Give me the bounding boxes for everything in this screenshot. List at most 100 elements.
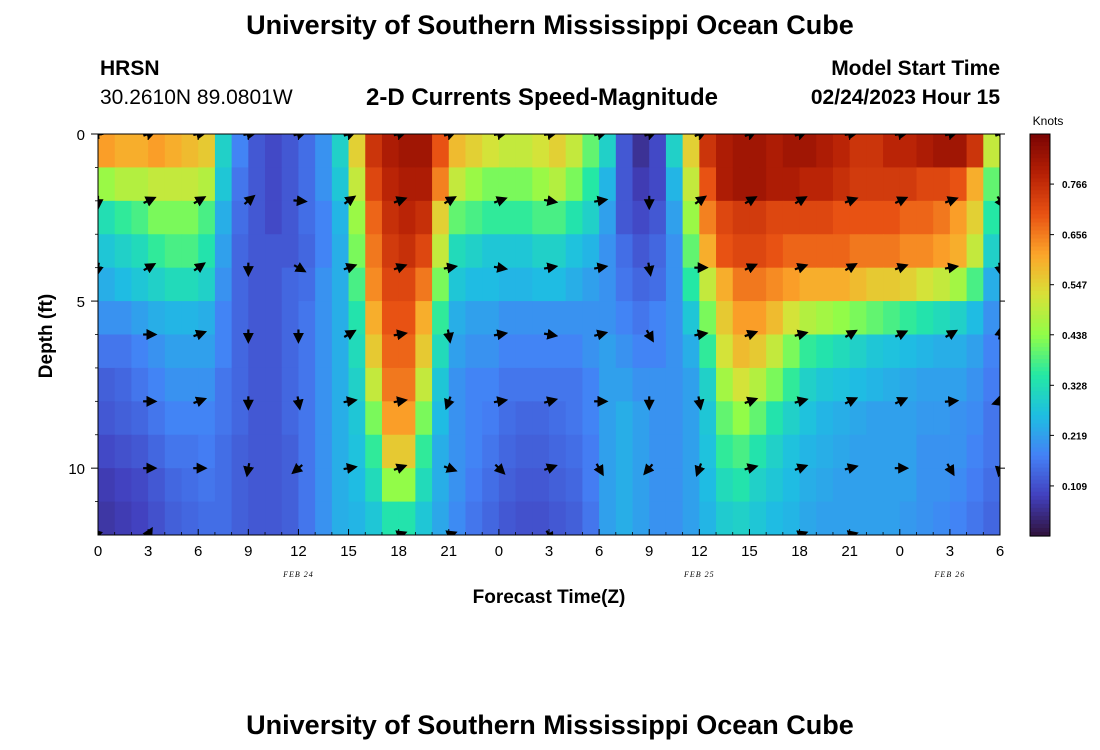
heatmap-cell [98,234,116,269]
heatmap-cell [866,267,884,302]
heatmap-cell [615,501,634,535]
current-vector [894,134,910,140]
current-vector [744,134,758,140]
heatmap-cell [582,134,600,169]
heatmap-cell [331,334,350,369]
heatmap-cell [432,301,450,336]
heatmap-cell [799,367,817,402]
heatmap-cell [615,301,634,336]
heatmap-cell [265,167,283,202]
heatmap-cell [348,501,366,535]
heatmap-cell [198,167,216,202]
current-vector [744,396,759,408]
heatmap-cell [214,301,233,336]
current-vector [292,396,304,411]
heatmap-cell [515,401,533,436]
heatmap-cell [515,501,533,535]
heatmap-cell [799,134,817,169]
heatmap-cell [766,200,784,235]
heatmap-cell [214,234,233,269]
heatmap-cell [599,267,617,302]
colorbar-segment [1030,351,1050,356]
heatmap-cell [615,434,634,469]
heatmap-cell [899,334,918,369]
heatmap-cell [148,134,166,169]
current-vector [343,263,358,274]
heatmap-cell [682,200,700,235]
colorbar-segment [1030,387,1050,392]
heatmap-cell [348,434,366,469]
current-vector [744,263,758,274]
colorbar-segment [1030,314,1050,320]
heatmap-cell [549,267,567,302]
heatmap-cell [582,167,600,202]
heatmap-cell [866,468,884,503]
heatmap-cell [114,234,133,269]
colorbar-segment [1030,347,1050,352]
heatmap-cell [415,334,433,369]
heatmap-cell [114,301,133,336]
heatmap-cell [766,301,784,336]
heatmap-cell [131,401,149,436]
heatmap-cell [916,301,934,336]
current-vector [844,329,858,341]
heatmap-cell [214,434,233,469]
heatmap-cell [983,200,1000,235]
heatmap-cell [799,401,817,436]
heatmap-cell [298,334,316,369]
colorbar-segment [1030,238,1050,244]
current-vector [744,329,759,341]
heatmap-cell [265,401,283,436]
heatmap-cell [114,367,133,402]
heatmap-cell [933,267,951,302]
heatmap-cell [799,334,817,369]
heatmap-cell [782,334,801,369]
heatmap-cell [498,200,517,235]
heatmap-cell [281,334,300,369]
current-vector [844,397,859,407]
heatmap-cell [181,267,199,302]
colorbar-segment [1030,439,1050,445]
colorbar-segment [1030,134,1050,139]
heatmap-cell [214,167,233,202]
heatmap-cell [365,334,383,369]
heatmap-cell [381,501,400,535]
heatmap-cell [498,167,517,202]
heatmap-cell [164,367,183,402]
colorbar-segment [1030,475,1050,481]
current-vector [944,262,960,274]
heatmap-cell [949,468,968,503]
heatmap-cell [465,334,483,369]
colorbar-segment [1030,519,1050,525]
current-vector [193,396,208,408]
heatmap-cell [732,301,751,336]
heatmap-cell [315,167,333,202]
heatmap-cell [916,367,934,402]
heatmap-cell [916,501,934,535]
heatmap-cell [198,434,216,469]
colorbar-segment [1030,282,1050,288]
heatmap-cell [899,401,918,436]
heatmap-cell [365,401,383,436]
heatmap-cell [98,267,116,302]
heatmap-cell [148,167,166,202]
heatmap-cell [699,367,717,402]
heatmap-cell [465,234,483,269]
heatmap-cell [365,234,383,269]
heatmap-cell [164,468,183,503]
current-vector [493,196,508,207]
heatmap-cell [348,267,366,302]
heatmap-cell [498,267,517,302]
heatmap-cell [281,401,300,436]
heatmap-cell [432,134,450,169]
current-vector [794,196,808,207]
station-name: HRSN [100,57,160,80]
colorbar-segment [1030,451,1050,457]
heatmap-cell [448,267,467,302]
current-vector [945,329,959,341]
heatmap-cell [832,267,851,302]
x-tick-label: 18 [390,543,407,560]
colorbar-segment [1030,214,1050,220]
heatmap-cell [549,234,567,269]
heatmap-cell [816,267,834,302]
